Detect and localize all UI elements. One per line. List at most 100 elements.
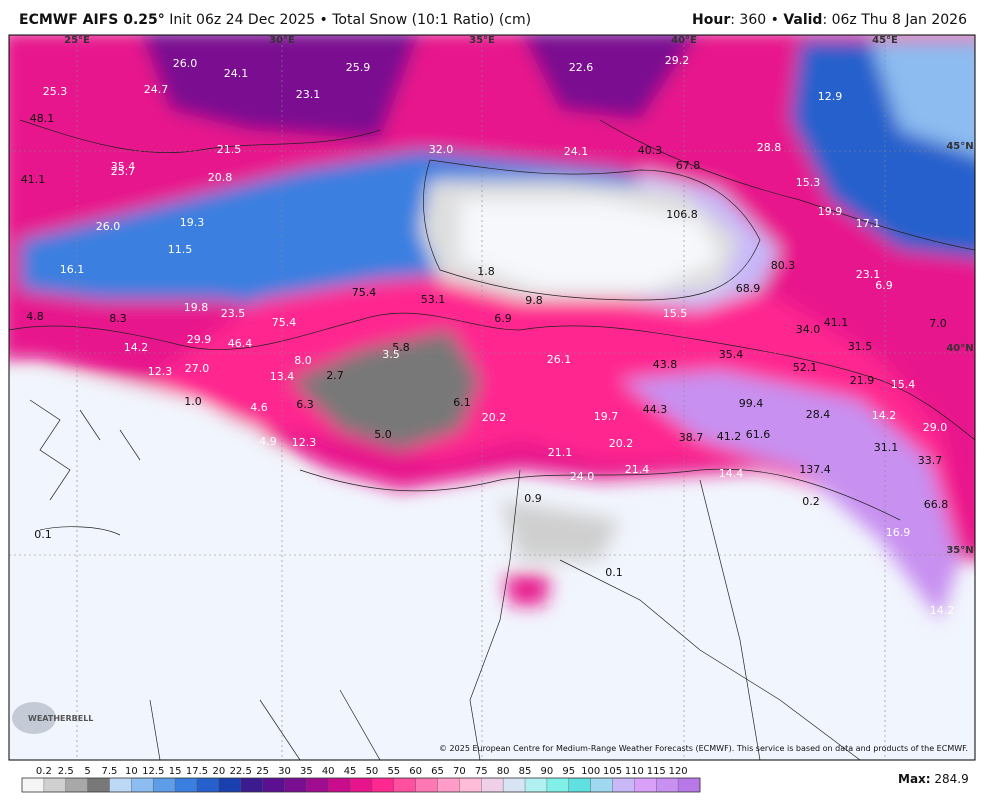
map-value-label: 14.2 <box>930 604 955 617</box>
lon-label: 40°E <box>671 35 697 46</box>
colorbar-swatch <box>371 778 395 792</box>
map-value-label: 13.4 <box>270 370 295 383</box>
map-value-label: 14.2 <box>124 341 149 354</box>
colorbar-label: 120 <box>669 766 688 777</box>
lat-label: 45°N <box>946 141 973 152</box>
map-value-label: 44.3 <box>643 403 668 416</box>
colorbar-swatch <box>415 778 438 792</box>
colorbar-swatch <box>306 778 329 792</box>
colorbar-label: 20 <box>212 766 225 777</box>
map-value-label: 9.8 <box>525 294 543 307</box>
map-value-label: 21.4 <box>625 463 650 476</box>
map-value-label: 80.3 <box>771 259 796 272</box>
map-value-label: 27.0 <box>185 362 210 375</box>
colorbar-swatch <box>393 778 416 792</box>
colorbar-label: 55 <box>387 766 400 777</box>
lon-label: 35°E <box>469 35 495 46</box>
map-field: 25.3 26.0 24.1 24.7 25.9 23.1 22.6 29.2 48.1 21.5… <box>9 35 975 760</box>
map-value-label: 5.0 <box>374 428 392 441</box>
map-value-label: 28.4 <box>806 408 831 421</box>
colorbar-label: 90 <box>541 766 554 777</box>
map-value-label: 29.0 <box>923 421 948 434</box>
map-value-label: 4.8 <box>26 310 44 323</box>
map-value-label: 99.4 <box>739 397 764 410</box>
snow-field <box>9 35 975 620</box>
map-value-label: 38.7 <box>679 431 704 444</box>
colorbar-frame <box>21 777 701 793</box>
geo-labels: 25°E 30°E 35°E 40°E 45°E 45°N 40°N 35°N <box>64 35 974 556</box>
colorbar-label: 2.5 <box>58 766 74 777</box>
lat-label: 40°N <box>946 343 973 354</box>
map-value-label: 0.1 <box>605 566 623 579</box>
map-value-label: 16.9 <box>886 526 911 539</box>
map-value-label: 23.5 <box>221 307 246 320</box>
colorbar-label: 35 <box>300 766 313 777</box>
colorbar-swatch <box>131 778 154 792</box>
map-value-label: 1.0 <box>184 395 202 408</box>
map-value-label: 21.9 <box>850 374 875 387</box>
logo-text: WEATHERBELL <box>28 714 93 723</box>
colorbar-label: 70 <box>453 766 466 777</box>
colorbar-swatch <box>481 778 504 792</box>
colorbar-swatch <box>656 778 679 792</box>
valid-value: : 06z Thu 8 Jan 2026 <box>822 12 967 28</box>
map-frame <box>8 34 976 761</box>
map-value-label: 24.7 <box>144 83 169 96</box>
colorbar-label: 65 <box>431 766 444 777</box>
map-value-label: 6.9 <box>494 312 512 325</box>
colorbar-swatch <box>525 778 548 792</box>
max-box: Max: 284.9 <box>898 772 969 786</box>
map-value-label: 19.8 <box>184 301 209 314</box>
colorbar-label: 45 <box>344 766 357 777</box>
map-value-label: 26.0 <box>96 220 121 233</box>
borders <box>9 119 975 760</box>
colorbar-swatch <box>678 778 701 792</box>
lon-label: 45°E <box>872 35 898 46</box>
max-value: 284.9 <box>934 772 969 786</box>
map-value-label: 61.6 <box>746 428 771 441</box>
map-value-label: 12.3 <box>292 436 317 449</box>
colorbar-label: 25 <box>256 766 269 777</box>
map-value-label: 48.1 <box>30 112 55 125</box>
colorbar-swatch <box>22 778 45 792</box>
map-value-label: 3.5 <box>382 348 400 361</box>
description: Init 06z 24 Dec 2025 • Total Snow (10:1 … <box>169 12 532 28</box>
map-value-label: 35.4 <box>719 348 744 361</box>
colorbar-label: 50 <box>366 766 379 777</box>
map-value-label: 6.3 <box>296 398 314 411</box>
map-value-label: 4.9 <box>259 435 277 448</box>
map-value-label: 8.0 <box>294 354 312 367</box>
colorbar-swatch <box>87 778 110 792</box>
colorbar-label: 7.5 <box>102 766 118 777</box>
map-value-label: 68.9 <box>736 282 761 295</box>
colorbar-swatch <box>568 778 591 792</box>
colorbar-label: 12.5 <box>142 766 164 777</box>
map-value-label: 67.8 <box>676 159 701 172</box>
graticule <box>9 35 975 760</box>
colorbar-label: 10 <box>125 766 138 777</box>
map-value-label: 33.7 <box>918 454 943 467</box>
header-left: ECMWF AIFS 0.25° Init 06z 24 Dec 2025 • … <box>19 12 531 28</box>
colorbar-label: 100 <box>581 766 600 777</box>
map-value-label: 41.1 <box>824 316 849 329</box>
colorbar-label: 115 <box>647 766 666 777</box>
map-value-label: 6.1 <box>453 396 471 409</box>
colorbar-swatch <box>612 778 635 792</box>
map-value-label: 20.2 <box>482 411 507 424</box>
map-value-label: 35.4 <box>111 160 136 173</box>
colorbar-swatch <box>503 778 526 792</box>
lat-label: 35°N <box>946 545 973 556</box>
map-value-label: 25.3 <box>43 85 68 98</box>
colorbar-label: 40 <box>322 766 335 777</box>
map-value-label: 17.1 <box>856 217 881 230</box>
map-value-label: 66.8 <box>924 498 949 511</box>
colorbar-swatch <box>196 778 220 792</box>
map-value-label: 32.0 <box>429 143 454 156</box>
map-value-label: 4.6 <box>250 401 268 414</box>
colorbar-label: 22.5 <box>230 766 252 777</box>
map-value-label: 19.3 <box>180 216 205 229</box>
colorbar-label: 17.5 <box>186 766 208 777</box>
map-value-label: 24.1 <box>224 67 249 80</box>
map-value-label: 46.4 <box>228 337 253 350</box>
